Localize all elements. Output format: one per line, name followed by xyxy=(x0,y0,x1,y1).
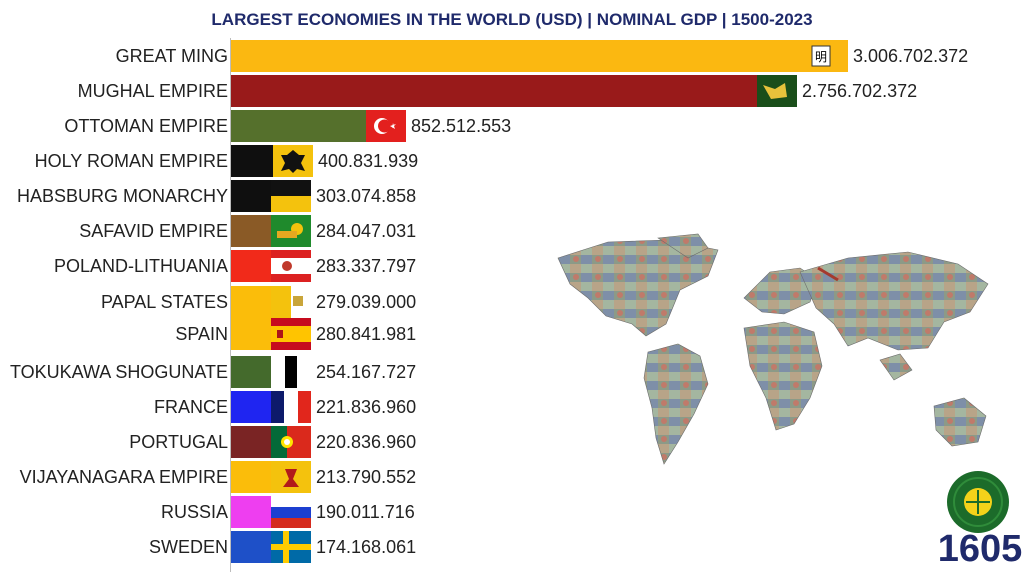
papal-flag-icon xyxy=(271,286,311,318)
bar-label: GREAT MING xyxy=(115,46,228,66)
axis-line xyxy=(230,38,231,572)
bar-value-label: 279.039.000 xyxy=(316,292,417,312)
bar-row-france: FRANCE 221.836.960 xyxy=(0,391,1024,423)
bar-row-mughal-empire: MUGHAL EMPIRE 2.756.702.372 xyxy=(0,75,1024,107)
bar-value-label: 284.047.031 xyxy=(316,221,417,241)
poland-flag-icon xyxy=(271,250,311,282)
bar-label: MUGHAL EMPIRE xyxy=(77,81,228,101)
bar-row-vijayanagara-empire: VIJAYANAGARA EMPIRE 213.790.552 xyxy=(0,461,1024,493)
bar-label: PORTUGAL xyxy=(129,432,228,452)
bar-label: POLAND-LITHUANIA xyxy=(53,256,228,276)
bar-row-great-ming: GREAT MING 明 3.006.702.372 xyxy=(0,40,1024,72)
vijayanagara-flag-icon xyxy=(271,461,311,493)
bar-label: FRANCE xyxy=(153,397,228,417)
bar-value-label: 3.006.702.372 xyxy=(853,46,969,66)
bar-label: OTTOMAN EMPIRE xyxy=(64,116,228,136)
bar-value-label: 283.337.797 xyxy=(316,256,417,276)
bar-value-label: 280.841.981 xyxy=(316,324,417,344)
portugal-flag-icon xyxy=(271,426,311,458)
france-flag-icon xyxy=(271,391,311,423)
svg-text:明: 明 xyxy=(815,50,827,64)
cityglobetour-logo xyxy=(947,471,1009,533)
bar-value-label: 2.756.702.372 xyxy=(802,81,918,101)
spain-flag-icon xyxy=(271,318,311,350)
bar-label: SPAIN xyxy=(175,324,228,344)
bar-value-label: 400.831.939 xyxy=(318,151,419,171)
japan-flag-icon xyxy=(271,356,311,388)
bar-row-tokukawa-shogunate: TOKUKAWA SHOGUNATE 254.167.727 xyxy=(0,356,1024,388)
bar-value-label: 213.790.552 xyxy=(316,467,417,487)
bar-row-habsburg-monarchy: HABSBURG MONARCHY 303.074.858 xyxy=(0,180,1024,212)
bar-row-safavid-empire: SAFAVID EMPIRE 284.047.031 xyxy=(0,215,1024,247)
bar-value-label: 174.168.061 xyxy=(316,537,417,557)
ming-flag-icon: 明 xyxy=(808,40,848,72)
bar-row-papal-states: PAPAL STATES 279.039.000 xyxy=(0,286,1024,318)
bar xyxy=(231,75,797,107)
bar-row-ottoman-empire: OTTOMAN EMPIRE 852.512.553 xyxy=(0,110,1024,142)
bar-label: HOLY ROMAN EMPIRE xyxy=(34,151,228,171)
bar-label: SAFAVID EMPIRE xyxy=(79,221,228,241)
year-label: 1605 xyxy=(937,528,1023,570)
world-map-image xyxy=(557,233,989,465)
bar-row-russia: RUSSIA 190.011.716 xyxy=(0,496,1024,528)
bar-value-label: 220.836.960 xyxy=(316,432,417,452)
bar-row-holy-roman-empire: HOLY ROMAN EMPIRE 400.831.939 xyxy=(0,145,1024,177)
russia-flag-icon xyxy=(271,496,311,528)
bar-row-sweden: SWEDEN 174.168.061 xyxy=(0,531,1024,563)
ottoman-flag-icon xyxy=(366,110,406,142)
bar-value-label: 303.074.858 xyxy=(316,186,417,206)
bar-label: SWEDEN xyxy=(148,537,228,557)
chart-title: LARGEST ECONOMIES IN THE WORLD (USD) | N… xyxy=(211,10,813,29)
bar-label: PAPAL STATES xyxy=(100,292,228,312)
bar-value-label: 254.167.727 xyxy=(316,362,417,382)
bar-label: TOKUKAWA SHOGUNATE xyxy=(9,362,228,382)
habsburg-flag-icon xyxy=(271,180,311,212)
bar-value-label: 190.011.716 xyxy=(316,502,415,522)
sweden-flag-icon xyxy=(271,531,311,563)
safavid-flag-icon xyxy=(271,215,311,247)
bar-label: RUSSIA xyxy=(160,502,228,522)
bar-label: VIJAYANAGARA EMPIRE xyxy=(19,467,228,487)
bar-value-label: 221.836.960 xyxy=(316,397,417,417)
bar-row-spain: SPAIN 280.841.981 xyxy=(0,318,1024,350)
mughal-flag-icon xyxy=(757,75,797,107)
bar xyxy=(231,40,848,72)
hre-flag-icon xyxy=(273,145,313,177)
bar-row-poland-lithuania: POLAND-LITHUANIA 283.337.797 xyxy=(0,250,1024,282)
bar-value-label: 852.512.553 xyxy=(411,116,512,136)
bar-label: HABSBURG MONARCHY xyxy=(16,186,228,206)
bar-row-portugal: PORTUGAL 220.836.960 xyxy=(0,426,1024,458)
